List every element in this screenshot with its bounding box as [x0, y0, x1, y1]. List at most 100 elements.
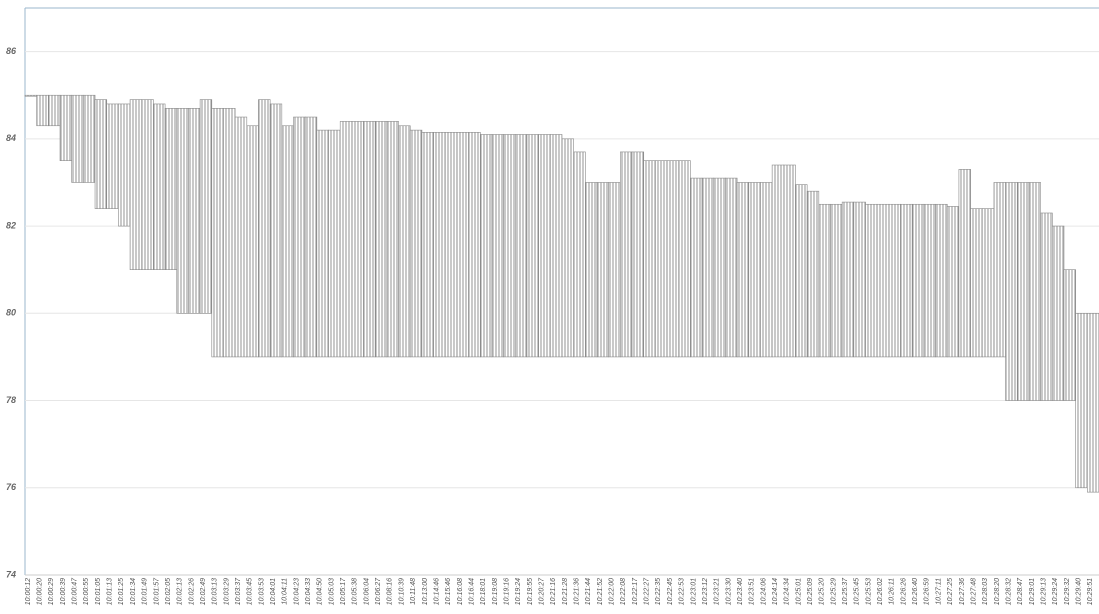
high-low-bar [433, 132, 446, 358]
high-low-bar [830, 203, 843, 358]
x-tick-label: 10:29:51 [1087, 578, 1094, 605]
x-tick-label: 10:25:53 [865, 578, 872, 605]
y-tick-label: 78 [6, 395, 16, 405]
high-low-bar [970, 208, 983, 358]
y-tick-label: 82 [6, 220, 16, 230]
y-tick-label: 86 [6, 46, 17, 56]
x-tick-label: 10:22:45 [667, 578, 674, 605]
high-low-bar [94, 99, 108, 209]
x-tick-label: 10:01:57 [153, 577, 160, 605]
high-low-bar [164, 108, 178, 270]
high-low-bar [888, 203, 901, 358]
high-low-bar [503, 134, 516, 358]
x-tick-label: 10:25:45 [854, 578, 861, 605]
high-low-bar [129, 99, 143, 270]
high-low-bar [585, 182, 598, 358]
high-low-bar [573, 151, 586, 358]
x-tick-label: 10:00:12 [25, 578, 32, 605]
x-tick-label: 10:26:40 [912, 578, 919, 605]
x-tick-label: 10:23:12 [702, 578, 709, 605]
high-low-bar [351, 121, 364, 358]
x-tick-label: 10:13:00 [422, 578, 429, 605]
high-low-bar [1052, 225, 1065, 401]
x-tick-label: 10:25:29 [830, 578, 837, 605]
x-tick-label: 10:19:55 [527, 578, 534, 605]
x-tick-label: 10:22:00 [609, 578, 616, 605]
high-low-bar [876, 203, 890, 358]
high-low-bar [374, 121, 388, 358]
high-low-bar [608, 182, 621, 358]
high-low-bar [841, 201, 855, 358]
high-low-bar [596, 182, 609, 358]
x-tick-label: 10:02:49 [200, 578, 207, 605]
high-low-bar [561, 138, 574, 358]
x-tick-label: 10:02:13 [177, 578, 184, 605]
high-low-bar [923, 203, 936, 358]
high-low-bar [515, 134, 528, 358]
x-tick-label: 10:19:16 [503, 578, 510, 605]
high-low-bar [655, 160, 668, 358]
x-tick-label: 10:06:04 [363, 578, 370, 605]
y-tick-label: 80 [6, 308, 16, 318]
x-tick-label: 10:23:21 [714, 578, 721, 605]
high-low-bar [316, 129, 329, 358]
x-tick-label: 10:28:32 [1005, 578, 1012, 605]
high-low-bar [188, 108, 201, 314]
x-tick-label: 10:21:44 [585, 578, 592, 605]
high-low-bar [269, 103, 283, 358]
x-tick-label: 10:01:49 [142, 578, 149, 605]
high-low-bar [491, 134, 504, 358]
high-low-bar [748, 182, 761, 358]
high-low-bar [806, 190, 820, 358]
x-tick-label: 10:11:48 [410, 578, 417, 605]
high-low-bar [643, 160, 656, 358]
x-tick-label: 10:29:24 [1052, 578, 1059, 605]
high-low-bar [211, 108, 224, 358]
high-low-bar [304, 116, 318, 358]
x-tick-label: 10:05:03 [328, 578, 335, 605]
x-tick-label: 10:16:08 [457, 578, 464, 605]
high-low-bar [48, 94, 61, 127]
x-tick-label: 10:14:46 [433, 578, 440, 605]
high-low-bar [59, 94, 72, 161]
x-tick-label: 10:04:11 [282, 578, 289, 605]
high-low-bar [1016, 182, 1030, 401]
x-tick-label: 10:00:47 [72, 577, 79, 605]
x-tick-label: 10:29:40 [1075, 578, 1082, 605]
high-low-bar [795, 184, 808, 358]
x-tick-label: 10:21:52 [597, 578, 604, 605]
high-low-bar [958, 169, 971, 358]
high-low-bar [993, 182, 1006, 358]
high-low-bar [946, 206, 960, 358]
high-low-bar [736, 182, 750, 358]
x-tick-label: 10:22:08 [620, 578, 627, 605]
x-tick-label: 10:00:20 [37, 578, 44, 605]
y-tick-label: 76 [6, 482, 17, 492]
x-tick-label: 10:16:44 [468, 578, 475, 605]
x-tick-label: 10:19:24 [515, 578, 522, 605]
high-low-bar [363, 121, 376, 358]
x-tick-label: 10:27:25 [947, 578, 954, 605]
x-tick-label: 10:24:06 [760, 578, 767, 605]
x-tick-label: 10:00:39 [60, 578, 67, 605]
y-tick-label: 74 [6, 569, 16, 579]
x-tick-label: 10:27:48 [970, 578, 977, 605]
x-tick-label: 10:05:38 [352, 578, 359, 605]
x-tick-label: 10:26:02 [877, 578, 884, 605]
high-low-bar [468, 132, 481, 358]
x-tick-label: 10:01:34 [130, 578, 137, 605]
x-tick-label: 10:03:13 [212, 578, 219, 605]
high-low-bar [246, 125, 259, 358]
x-tick-label: 10:04:01 [270, 578, 277, 605]
x-tick-label: 10:19:08 [492, 578, 499, 605]
x-tick-label: 10:27:11 [935, 578, 942, 605]
x-tick-label: 10:21:28 [562, 578, 569, 605]
x-tick-label: 10:01:25 [118, 578, 125, 605]
high-low-bar [106, 103, 119, 209]
high-low-bar [678, 160, 691, 358]
x-tick-label: 10:24:34 [784, 578, 791, 605]
x-tick-label: 10:05:17 [340, 577, 347, 605]
high-low-bar [118, 103, 131, 227]
x-tick-label: 10:21:36 [574, 578, 581, 605]
high-low-bar [258, 99, 271, 358]
